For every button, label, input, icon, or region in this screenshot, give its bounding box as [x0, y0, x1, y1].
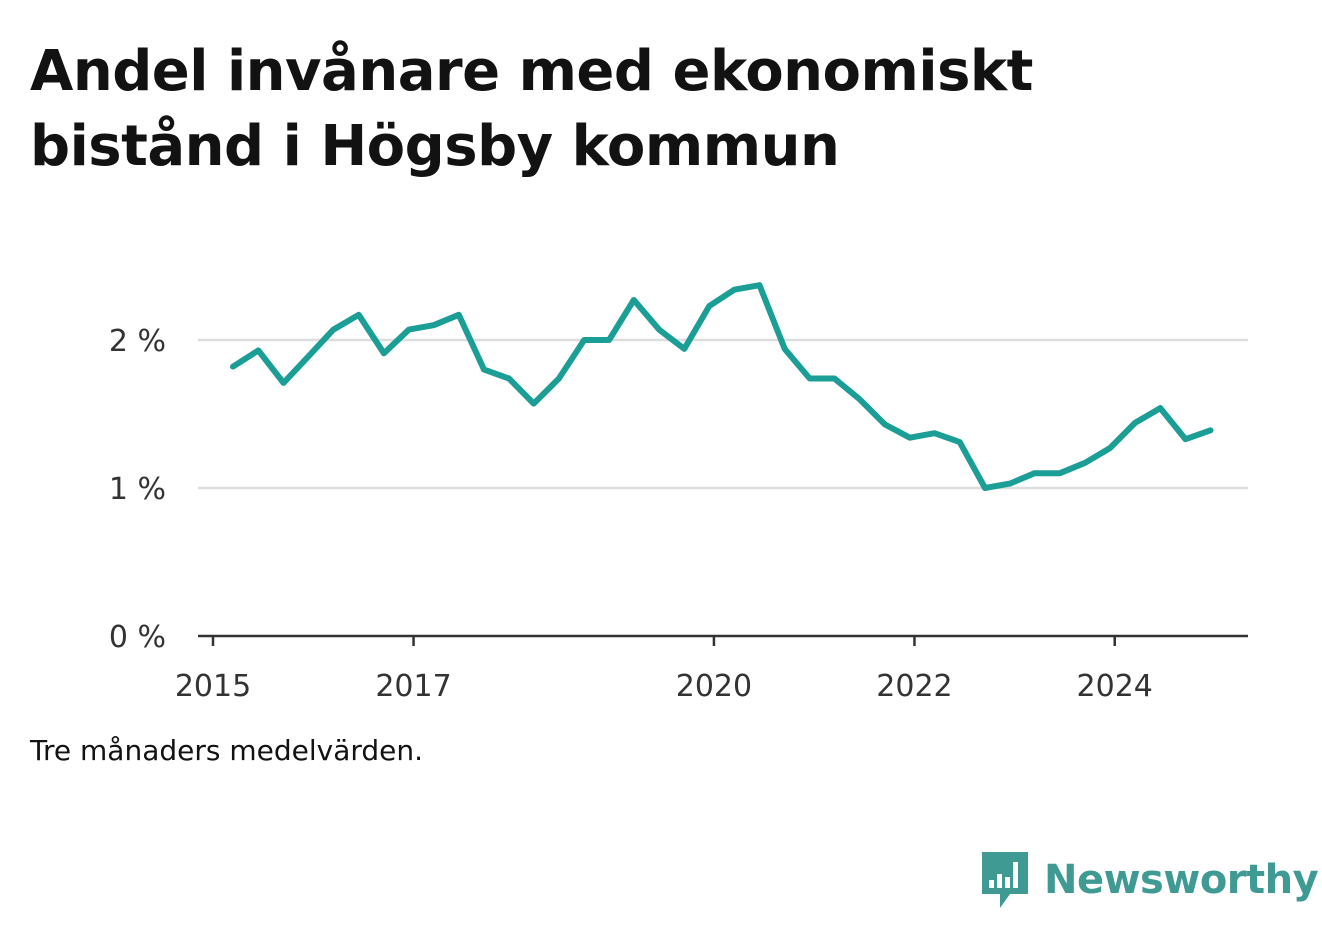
y-tick-label: 1 % [109, 472, 166, 507]
data-point [656, 327, 662, 333]
x-tick-label: 2022 [876, 669, 952, 704]
data-point [356, 312, 362, 318]
data-point [882, 421, 888, 427]
y-tick-label: 2 % [109, 324, 166, 359]
y-tick-label: 0 % [109, 620, 166, 655]
x-axis [198, 634, 1248, 646]
data-point [406, 327, 412, 333]
data-point [631, 297, 637, 303]
data-point [431, 322, 437, 328]
series-line-layer [230, 282, 1214, 491]
data-point [731, 287, 737, 293]
data-point [255, 347, 261, 353]
data-point [1132, 420, 1138, 426]
chart-footnote: Tre månaders medelvärden. [30, 734, 424, 767]
data-point [1007, 481, 1013, 487]
data-point [831, 376, 837, 382]
data-point [932, 430, 938, 436]
data-point [1082, 460, 1088, 466]
data-point [531, 401, 537, 407]
y-axis-labels: 0 % 1 % 2 % [109, 324, 166, 655]
data-point [1208, 427, 1214, 433]
data-point [1057, 470, 1063, 476]
data-point [1183, 436, 1189, 442]
data-point [281, 380, 287, 386]
x-tick-label: 2015 [175, 669, 251, 704]
data-point [957, 439, 963, 445]
data-point [706, 303, 712, 309]
data-point [782, 346, 788, 352]
data-point [1157, 405, 1163, 411]
newsworthy-logo-icon [982, 852, 1028, 908]
gridlines [198, 338, 1248, 490]
series-line [230, 282, 1214, 491]
data-point [907, 435, 913, 441]
data-point [506, 376, 512, 382]
x-axis-labels: 2015 2017 2020 2022 2024 [175, 669, 1153, 704]
data-point [982, 485, 988, 491]
data-point [1032, 470, 1038, 476]
x-tick-label: 2024 [1077, 669, 1153, 704]
data-point [807, 376, 813, 382]
data-point [556, 376, 562, 382]
data-point [330, 327, 336, 333]
data-point [606, 337, 612, 343]
x-tick-label: 2020 [676, 669, 752, 704]
data-point [581, 337, 587, 343]
data-point [857, 396, 863, 402]
brand-name: Newsworthy [1044, 857, 1319, 903]
x-tick-label: 2017 [375, 669, 451, 704]
data-point [681, 346, 687, 352]
data-point [481, 367, 487, 373]
chart-title: Andel invånare med ekonomiskt bistånd i … [30, 39, 1033, 179]
data-point [757, 282, 763, 288]
newsworthy-logo: Newsworthy [980, 850, 1319, 910]
data-point [230, 364, 236, 370]
data-point [381, 350, 387, 356]
data-point [1107, 445, 1113, 451]
data-point [306, 353, 312, 359]
data-point [456, 312, 462, 318]
